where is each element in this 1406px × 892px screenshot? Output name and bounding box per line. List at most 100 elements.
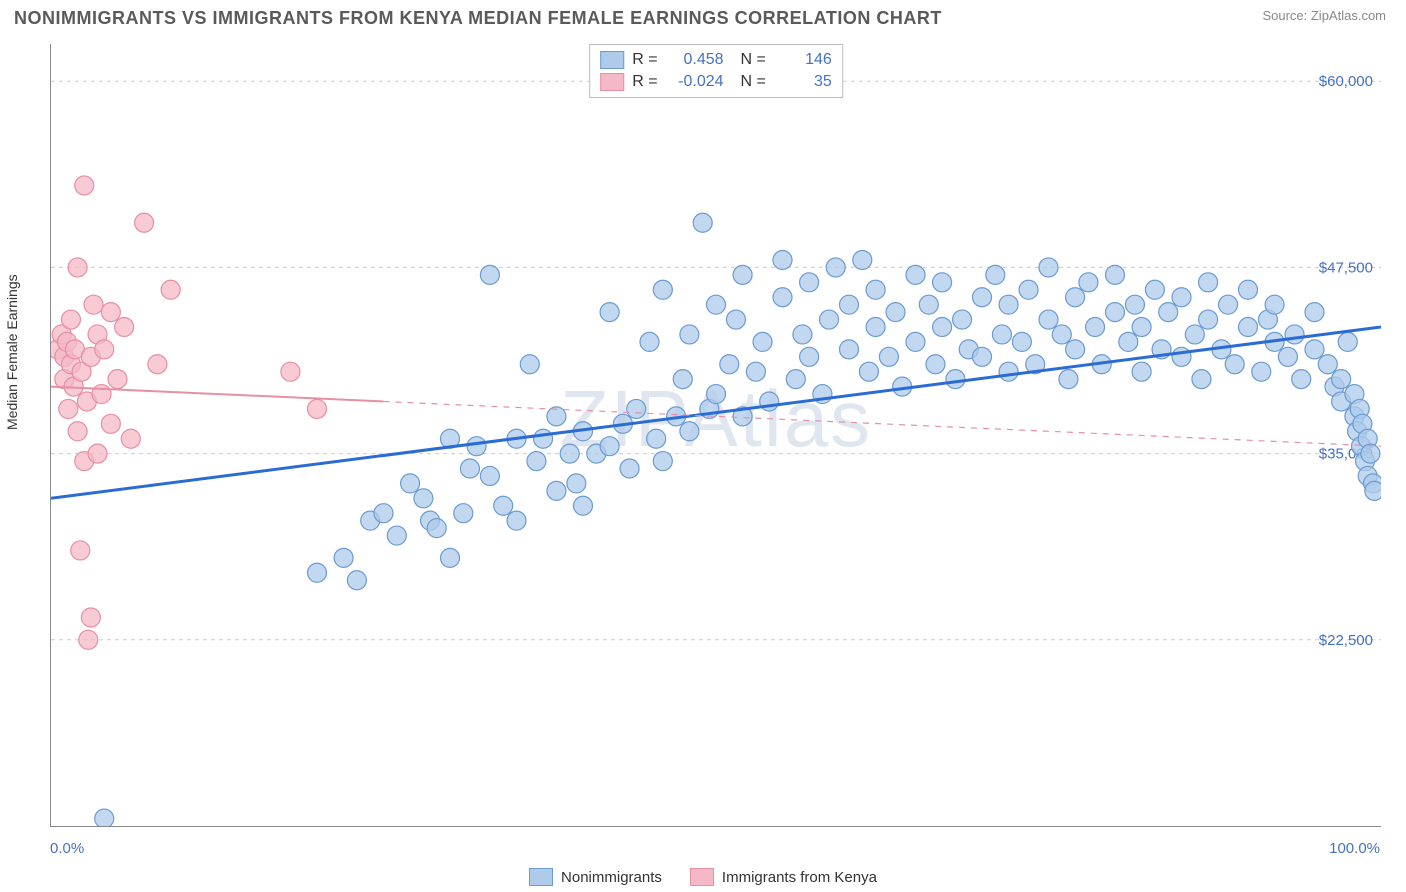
data-point bbox=[92, 385, 111, 404]
legend-swatch bbox=[600, 73, 624, 91]
stat-n-value: 35 bbox=[774, 73, 832, 91]
stat-r-value: 0.458 bbox=[666, 51, 724, 69]
data-point bbox=[401, 474, 420, 493]
stats-row: R = 0.458 N = 146 bbox=[600, 49, 832, 71]
data-point bbox=[800, 347, 819, 366]
chart-title: NONIMMIGRANTS VS IMMIGRANTS FROM KENYA M… bbox=[14, 8, 942, 29]
data-point bbox=[1066, 340, 1085, 359]
data-point bbox=[1219, 295, 1238, 314]
data-point bbox=[866, 318, 885, 337]
data-point bbox=[61, 310, 80, 329]
data-point bbox=[81, 608, 100, 627]
data-point bbox=[1039, 258, 1058, 277]
data-point bbox=[1285, 325, 1304, 344]
data-point bbox=[933, 318, 952, 337]
data-point bbox=[1338, 332, 1357, 351]
data-point bbox=[547, 481, 566, 500]
data-point bbox=[946, 370, 965, 389]
data-point bbox=[534, 429, 553, 448]
data-point bbox=[693, 213, 712, 232]
y-tick-label: $47,500 bbox=[1319, 259, 1373, 276]
data-point bbox=[520, 355, 539, 374]
data-point bbox=[281, 362, 300, 381]
data-point bbox=[1305, 340, 1324, 359]
data-point bbox=[1019, 280, 1038, 299]
chart-source: Source: ZipAtlas.com bbox=[1262, 8, 1386, 23]
data-point bbox=[84, 295, 103, 314]
data-point bbox=[653, 280, 672, 299]
data-point bbox=[707, 295, 726, 314]
data-point bbox=[800, 273, 819, 292]
data-point bbox=[726, 310, 745, 329]
data-point bbox=[427, 519, 446, 538]
data-point bbox=[1132, 318, 1151, 337]
data-point bbox=[793, 325, 812, 344]
data-point bbox=[334, 548, 353, 567]
bottom-legend: Nonimmigrants Immigrants from Kenya bbox=[0, 868, 1406, 886]
stat-n-label: N = bbox=[732, 73, 766, 91]
data-point bbox=[753, 332, 772, 351]
legend-item: Immigrants from Kenya bbox=[690, 868, 877, 886]
data-point bbox=[161, 280, 180, 299]
data-point bbox=[1059, 370, 1078, 389]
data-point bbox=[999, 362, 1018, 381]
data-point bbox=[135, 213, 154, 232]
data-point bbox=[973, 347, 992, 366]
data-point bbox=[1332, 370, 1351, 389]
data-point bbox=[640, 332, 659, 351]
data-point bbox=[853, 250, 872, 269]
data-point bbox=[986, 265, 1005, 284]
data-point bbox=[1039, 310, 1058, 329]
data-point bbox=[953, 310, 972, 329]
data-point bbox=[1185, 325, 1204, 344]
data-point bbox=[933, 273, 952, 292]
y-tick-label: $22,500 bbox=[1319, 632, 1373, 649]
data-point bbox=[653, 452, 672, 471]
data-point bbox=[680, 422, 699, 441]
data-point bbox=[527, 452, 546, 471]
data-point bbox=[374, 504, 393, 523]
data-point bbox=[1278, 347, 1297, 366]
data-point bbox=[454, 504, 473, 523]
data-point bbox=[79, 630, 98, 649]
data-point bbox=[992, 325, 1011, 344]
data-point bbox=[1365, 481, 1381, 500]
data-point bbox=[95, 809, 114, 826]
data-point bbox=[673, 370, 692, 389]
data-point bbox=[1052, 325, 1071, 344]
data-point bbox=[820, 310, 839, 329]
legend-swatch bbox=[690, 868, 714, 886]
legend-swatch bbox=[600, 51, 624, 69]
data-point bbox=[414, 489, 433, 508]
data-point bbox=[680, 325, 699, 344]
data-point bbox=[773, 288, 792, 307]
data-point bbox=[101, 414, 120, 433]
data-point bbox=[1172, 288, 1191, 307]
data-point bbox=[1079, 273, 1098, 292]
data-point bbox=[1225, 355, 1244, 374]
data-point bbox=[115, 318, 134, 337]
data-point bbox=[347, 571, 366, 590]
data-point bbox=[1199, 273, 1218, 292]
data-point bbox=[926, 355, 945, 374]
data-point bbox=[1119, 332, 1138, 351]
data-point bbox=[560, 444, 579, 463]
data-point bbox=[308, 399, 327, 418]
data-point bbox=[1318, 355, 1337, 374]
x-axis-max-label: 100.0% bbox=[1329, 840, 1380, 857]
data-point bbox=[973, 288, 992, 307]
data-point bbox=[308, 563, 327, 582]
y-axis-label: Median Female Earnings bbox=[4, 274, 20, 430]
data-point bbox=[600, 303, 619, 322]
y-tick-label: $60,000 bbox=[1319, 73, 1373, 90]
data-point bbox=[460, 459, 479, 478]
scatter-svg: $22,500$35,000$47,500$60,000 bbox=[51, 44, 1381, 826]
data-point bbox=[1292, 370, 1311, 389]
data-point bbox=[574, 496, 593, 515]
data-point bbox=[1106, 265, 1125, 284]
legend-label: Nonimmigrants bbox=[561, 869, 662, 886]
data-point bbox=[1125, 295, 1144, 314]
data-point bbox=[1252, 362, 1271, 381]
data-point bbox=[1159, 303, 1178, 322]
data-point bbox=[148, 355, 167, 374]
